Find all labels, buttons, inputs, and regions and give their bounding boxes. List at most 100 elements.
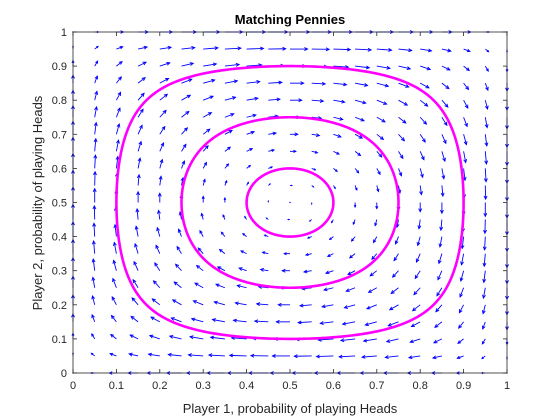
field-arrow — [92, 222, 97, 237]
field-arrow — [373, 236, 378, 244]
field-arrow — [253, 319, 269, 324]
field-arrow — [151, 298, 161, 306]
field-arrow — [341, 321, 356, 326]
field-arrow — [261, 251, 269, 255]
field-arrow — [224, 96, 237, 101]
field-arrow — [134, 225, 139, 237]
field-arrow — [354, 168, 360, 174]
y-tick-label: 0 — [61, 368, 67, 380]
field-arrow — [311, 150, 319, 154]
y-tick-label: 0.5 — [52, 198, 67, 210]
field-arrow — [376, 151, 383, 158]
field-arrow — [482, 236, 487, 251]
field-arrow — [394, 236, 399, 245]
field-arrow — [398, 133, 406, 142]
field-arrow — [159, 93, 169, 101]
field-arrow — [484, 65, 489, 72]
field-arrow — [246, 46, 265, 51]
field-arrow — [390, 287, 399, 295]
field-arrow — [376, 168, 381, 176]
field-arrow — [215, 283, 226, 289]
field-arrow — [94, 60, 99, 67]
y-tick-label: 0.4 — [52, 232, 67, 244]
field-arrow — [112, 277, 117, 288]
field-arrow — [347, 270, 356, 276]
field-arrow — [111, 296, 117, 306]
field-arrow — [420, 48, 433, 53]
field-arrow — [333, 133, 342, 138]
field-arrow — [203, 95, 215, 101]
field-arrow — [181, 46, 196, 50]
field-arrow — [376, 99, 388, 105]
field-arrow — [246, 148, 254, 152]
field-arrow — [376, 185, 380, 193]
field-arrow — [419, 116, 428, 125]
field-arrow — [434, 321, 443, 328]
field-arrow — [376, 48, 393, 52]
field-arrow — [232, 318, 247, 323]
field-arrow — [152, 280, 161, 289]
field-arrow — [328, 236, 334, 241]
field-arrow — [348, 253, 356, 259]
field-arrow — [439, 219, 444, 232]
field-arrow — [224, 129, 233, 135]
field-arrow — [391, 270, 399, 278]
field-arrow — [483, 219, 487, 235]
field-arrow — [109, 333, 117, 340]
field-arrow — [355, 82, 369, 87]
field-arrow — [240, 250, 247, 255]
field-arrow — [338, 354, 356, 359]
field-arrow — [319, 321, 334, 325]
field-arrow — [202, 128, 211, 135]
field-arrow — [463, 117, 468, 128]
orbit-curve — [115, 64, 465, 341]
field-arrow — [460, 253, 465, 266]
field-arrow — [246, 181, 250, 186]
y-axis-label: Player 2, probability of playing Heads — [30, 95, 45, 310]
field-arrow — [311, 99, 325, 103]
field-arrow — [306, 236, 312, 239]
field-arrow — [398, 82, 410, 88]
field-arrow — [136, 190, 141, 203]
field-arrow — [137, 140, 143, 152]
field-arrow — [136, 173, 141, 186]
field-arrow — [176, 245, 182, 254]
field-arrow — [156, 226, 161, 237]
field-arrow — [333, 47, 352, 52]
field-arrow — [321, 304, 334, 309]
field-arrow — [94, 75, 99, 84]
field-arrow — [458, 304, 464, 314]
field-arrow — [437, 253, 443, 265]
field-arrow — [268, 97, 281, 102]
field-arrow — [376, 82, 390, 88]
field-arrow — [168, 334, 182, 340]
y-tick-label: 0.7 — [52, 129, 67, 141]
field-arrow — [411, 304, 421, 312]
y-tick-label: 0.2 — [52, 300, 67, 312]
field-arrow — [376, 133, 385, 141]
field-arrow — [290, 184, 293, 187]
field-arrow — [439, 202, 444, 215]
field-arrow — [220, 231, 226, 237]
field-arrow — [209, 335, 225, 340]
field-arrow — [398, 151, 404, 160]
field-arrow — [333, 82, 348, 87]
field-arrow — [265, 217, 269, 220]
field-arrow — [137, 124, 143, 135]
field-arrow — [263, 234, 269, 238]
field-arrow — [281, 268, 290, 273]
field-arrow — [246, 96, 259, 101]
x-tick-label: 0.2 — [152, 380, 167, 392]
field-arrow — [481, 338, 486, 345]
field-arrow — [290, 132, 299, 137]
field-arrow — [440, 185, 445, 198]
x-tick-label: 0 — [70, 380, 76, 392]
field-arrow — [311, 133, 321, 138]
x-tick-label: 0.7 — [369, 380, 384, 392]
field-arrow — [333, 185, 336, 190]
field-arrow — [354, 150, 362, 157]
field-arrow — [310, 202, 313, 206]
field-arrow — [304, 252, 312, 257]
field-arrow — [415, 253, 421, 263]
